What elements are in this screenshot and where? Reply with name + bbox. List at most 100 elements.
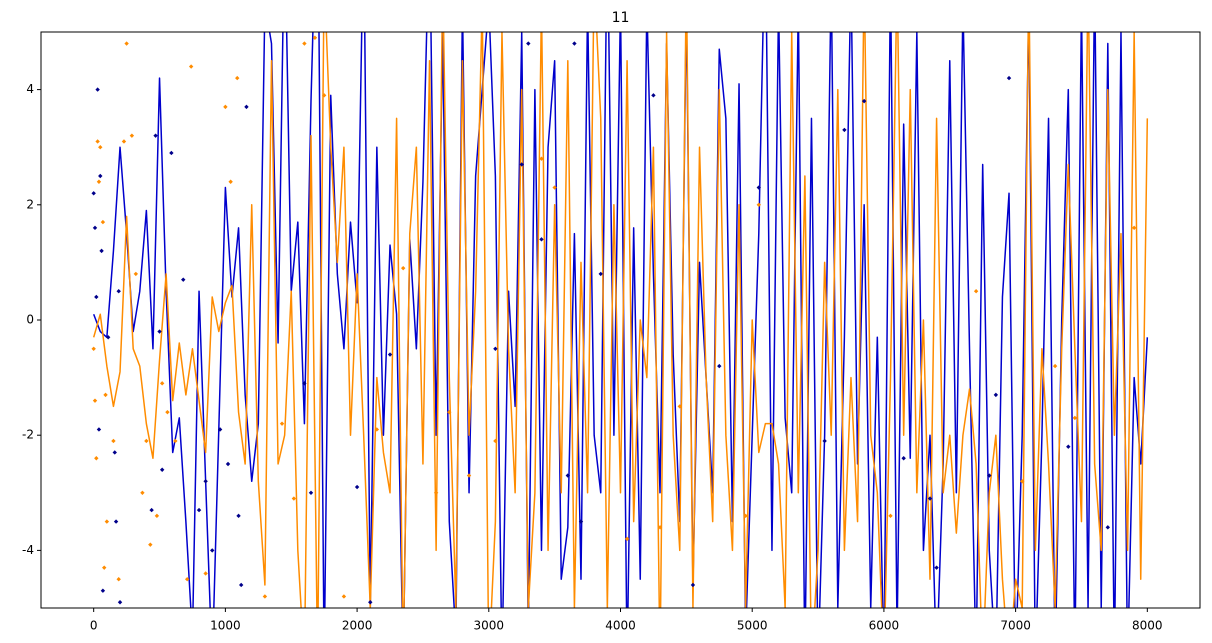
scatter-point bbox=[433, 490, 439, 495]
scatter-point bbox=[203, 571, 208, 576]
scatter-point bbox=[572, 41, 577, 46]
scatter-point bbox=[98, 173, 103, 179]
scatter-point bbox=[181, 277, 186, 282]
scatter-point bbox=[116, 289, 121, 294]
scatter-point bbox=[552, 185, 557, 190]
scatter-point bbox=[901, 456, 906, 461]
scatter-point bbox=[100, 219, 106, 225]
scatter-point bbox=[217, 427, 223, 432]
x-tick-label: 8000 bbox=[1132, 619, 1163, 633]
scatter-point bbox=[95, 139, 100, 144]
scatter-point bbox=[312, 35, 318, 40]
scatter-point bbox=[756, 185, 761, 190]
scatter-point bbox=[144, 438, 149, 444]
scatter-point bbox=[291, 496, 297, 501]
x-tick-label: 4000 bbox=[605, 619, 636, 633]
y-tick-label: 2 bbox=[26, 197, 34, 211]
scatter-point bbox=[321, 93, 327, 98]
scatter-point bbox=[888, 513, 893, 519]
scatter-point bbox=[262, 594, 268, 599]
scatter-point bbox=[99, 248, 104, 254]
scatter-point bbox=[91, 346, 96, 351]
scatter-point bbox=[121, 139, 127, 144]
scatter-point bbox=[743, 513, 748, 519]
scatter-point bbox=[98, 145, 103, 150]
scatter-point bbox=[228, 179, 233, 184]
scatter-point bbox=[153, 133, 158, 138]
scatter-point bbox=[157, 329, 162, 334]
scatter-point bbox=[154, 513, 160, 519]
scatter-point bbox=[210, 548, 215, 553]
scatter-point bbox=[374, 427, 380, 432]
scatter-point bbox=[987, 473, 992, 478]
scatter-point bbox=[102, 565, 107, 570]
scatter-point bbox=[112, 450, 117, 455]
y-tick-label: -2 bbox=[22, 428, 34, 442]
scatter-point bbox=[279, 421, 285, 426]
scatter-point bbox=[100, 588, 106, 593]
scatter-point bbox=[624, 536, 630, 542]
scatter-point bbox=[539, 156, 544, 161]
plot-area bbox=[91, 32, 1149, 608]
scatter-point bbox=[159, 467, 165, 472]
scatter-point bbox=[526, 41, 531, 46]
scatter-point bbox=[238, 582, 244, 588]
scatter-point bbox=[822, 438, 827, 444]
scatter-point bbox=[116, 577, 121, 582]
scatter-point bbox=[117, 600, 123, 605]
scatter-point bbox=[111, 438, 116, 444]
scatter-point bbox=[244, 104, 249, 110]
scatter-point bbox=[861, 98, 867, 104]
y-tick-label: 4 bbox=[26, 82, 34, 96]
scatter-point bbox=[140, 490, 145, 495]
chart-title: 11 bbox=[612, 10, 630, 26]
scatter-point bbox=[717, 363, 722, 369]
scatter-point bbox=[578, 519, 584, 524]
scatter-point bbox=[223, 104, 228, 110]
scatter-point bbox=[95, 87, 100, 92]
scatter-point bbox=[165, 409, 170, 415]
scatter-point bbox=[104, 519, 110, 524]
x-tick-label: 7000 bbox=[1000, 619, 1031, 633]
scatter-point bbox=[1072, 415, 1078, 421]
scatter-point bbox=[657, 525, 663, 530]
scatter-point bbox=[225, 461, 231, 467]
scatter-point bbox=[105, 335, 111, 340]
scatter-point bbox=[368, 600, 373, 605]
scatter-point bbox=[203, 479, 208, 484]
scatter-point bbox=[96, 179, 102, 184]
scatter-point bbox=[169, 150, 174, 156]
scatter-point bbox=[113, 519, 119, 524]
scatter-point bbox=[159, 381, 165, 386]
x-tick-label: 3000 bbox=[474, 619, 505, 633]
series-line bbox=[92, 32, 1149, 608]
scatter-point bbox=[133, 271, 139, 277]
scatter-point bbox=[400, 265, 406, 271]
scatter-point bbox=[184, 577, 190, 582]
scatter-point bbox=[565, 473, 571, 478]
scatter-point bbox=[148, 542, 153, 547]
scatter-point bbox=[354, 484, 360, 490]
scatter-point bbox=[188, 64, 194, 69]
scatter-point bbox=[129, 133, 135, 138]
scatter-point bbox=[1052, 363, 1058, 369]
scatter-point bbox=[96, 427, 102, 432]
scatter-point bbox=[756, 202, 761, 207]
y-tick-label: -4 bbox=[22, 543, 34, 557]
y-tick-label: 0 bbox=[26, 313, 34, 327]
scatter-point bbox=[493, 438, 498, 444]
scatter-point bbox=[302, 381, 307, 386]
scatter-point bbox=[149, 507, 154, 513]
scatter-point bbox=[387, 352, 393, 357]
scatter-point bbox=[94, 456, 99, 461]
scatter-point bbox=[1131, 225, 1137, 231]
scatter-point bbox=[173, 438, 178, 444]
scatter-point bbox=[103, 392, 108, 398]
scatter-point bbox=[1006, 75, 1012, 81]
scatter-point bbox=[927, 496, 933, 501]
scatter-point bbox=[1066, 444, 1071, 449]
x-tick-label: 0 bbox=[90, 619, 98, 633]
scatter-point bbox=[539, 237, 544, 242]
scatter-point bbox=[308, 490, 314, 495]
